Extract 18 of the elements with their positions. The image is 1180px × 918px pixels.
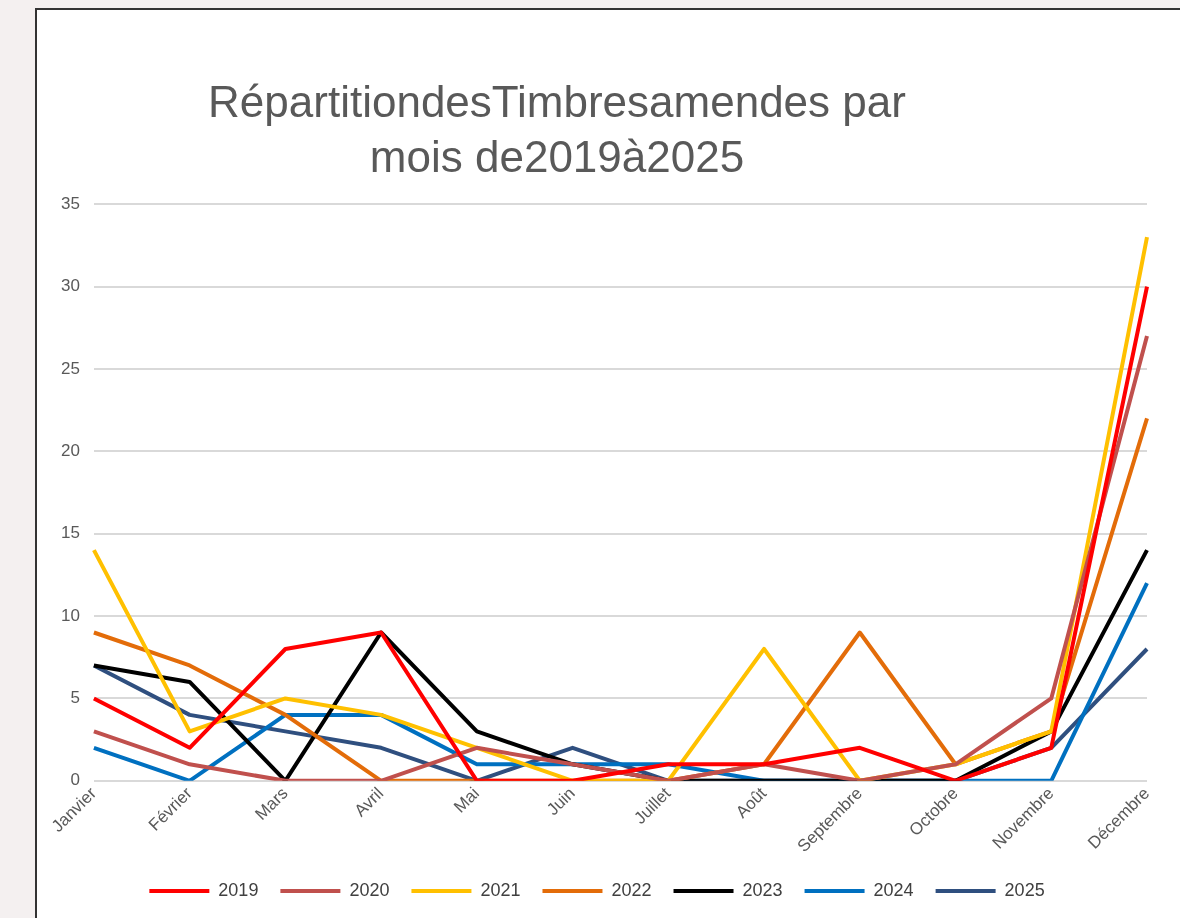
y-tick-label: 0 bbox=[70, 770, 80, 790]
chart-title: RépartitiondesTimbresamendes par mois de2019à2025 bbox=[207, 76, 907, 183]
x-tick-label: Mai bbox=[450, 783, 483, 817]
legend-label: 2022 bbox=[611, 879, 652, 900]
legend-label: 2023 bbox=[742, 879, 783, 900]
legend-label: 2024 bbox=[873, 879, 914, 900]
y-tick-label: 30 bbox=[60, 276, 80, 296]
legend-label: 2019 bbox=[218, 879, 259, 900]
legend-label: 2020 bbox=[349, 879, 390, 900]
y-tick-label: 35 bbox=[60, 193, 80, 213]
y-tick-label: 10 bbox=[60, 605, 80, 625]
y-tick-label: 5 bbox=[70, 688, 80, 708]
y-tick-label: 15 bbox=[60, 523, 80, 543]
y-tick-label: 25 bbox=[60, 358, 80, 378]
y-tick-label: 20 bbox=[60, 440, 80, 460]
x-tick-label: Juin bbox=[543, 783, 579, 820]
legend-label: 2021 bbox=[480, 879, 521, 900]
legend-label: 2025 bbox=[1004, 879, 1045, 900]
